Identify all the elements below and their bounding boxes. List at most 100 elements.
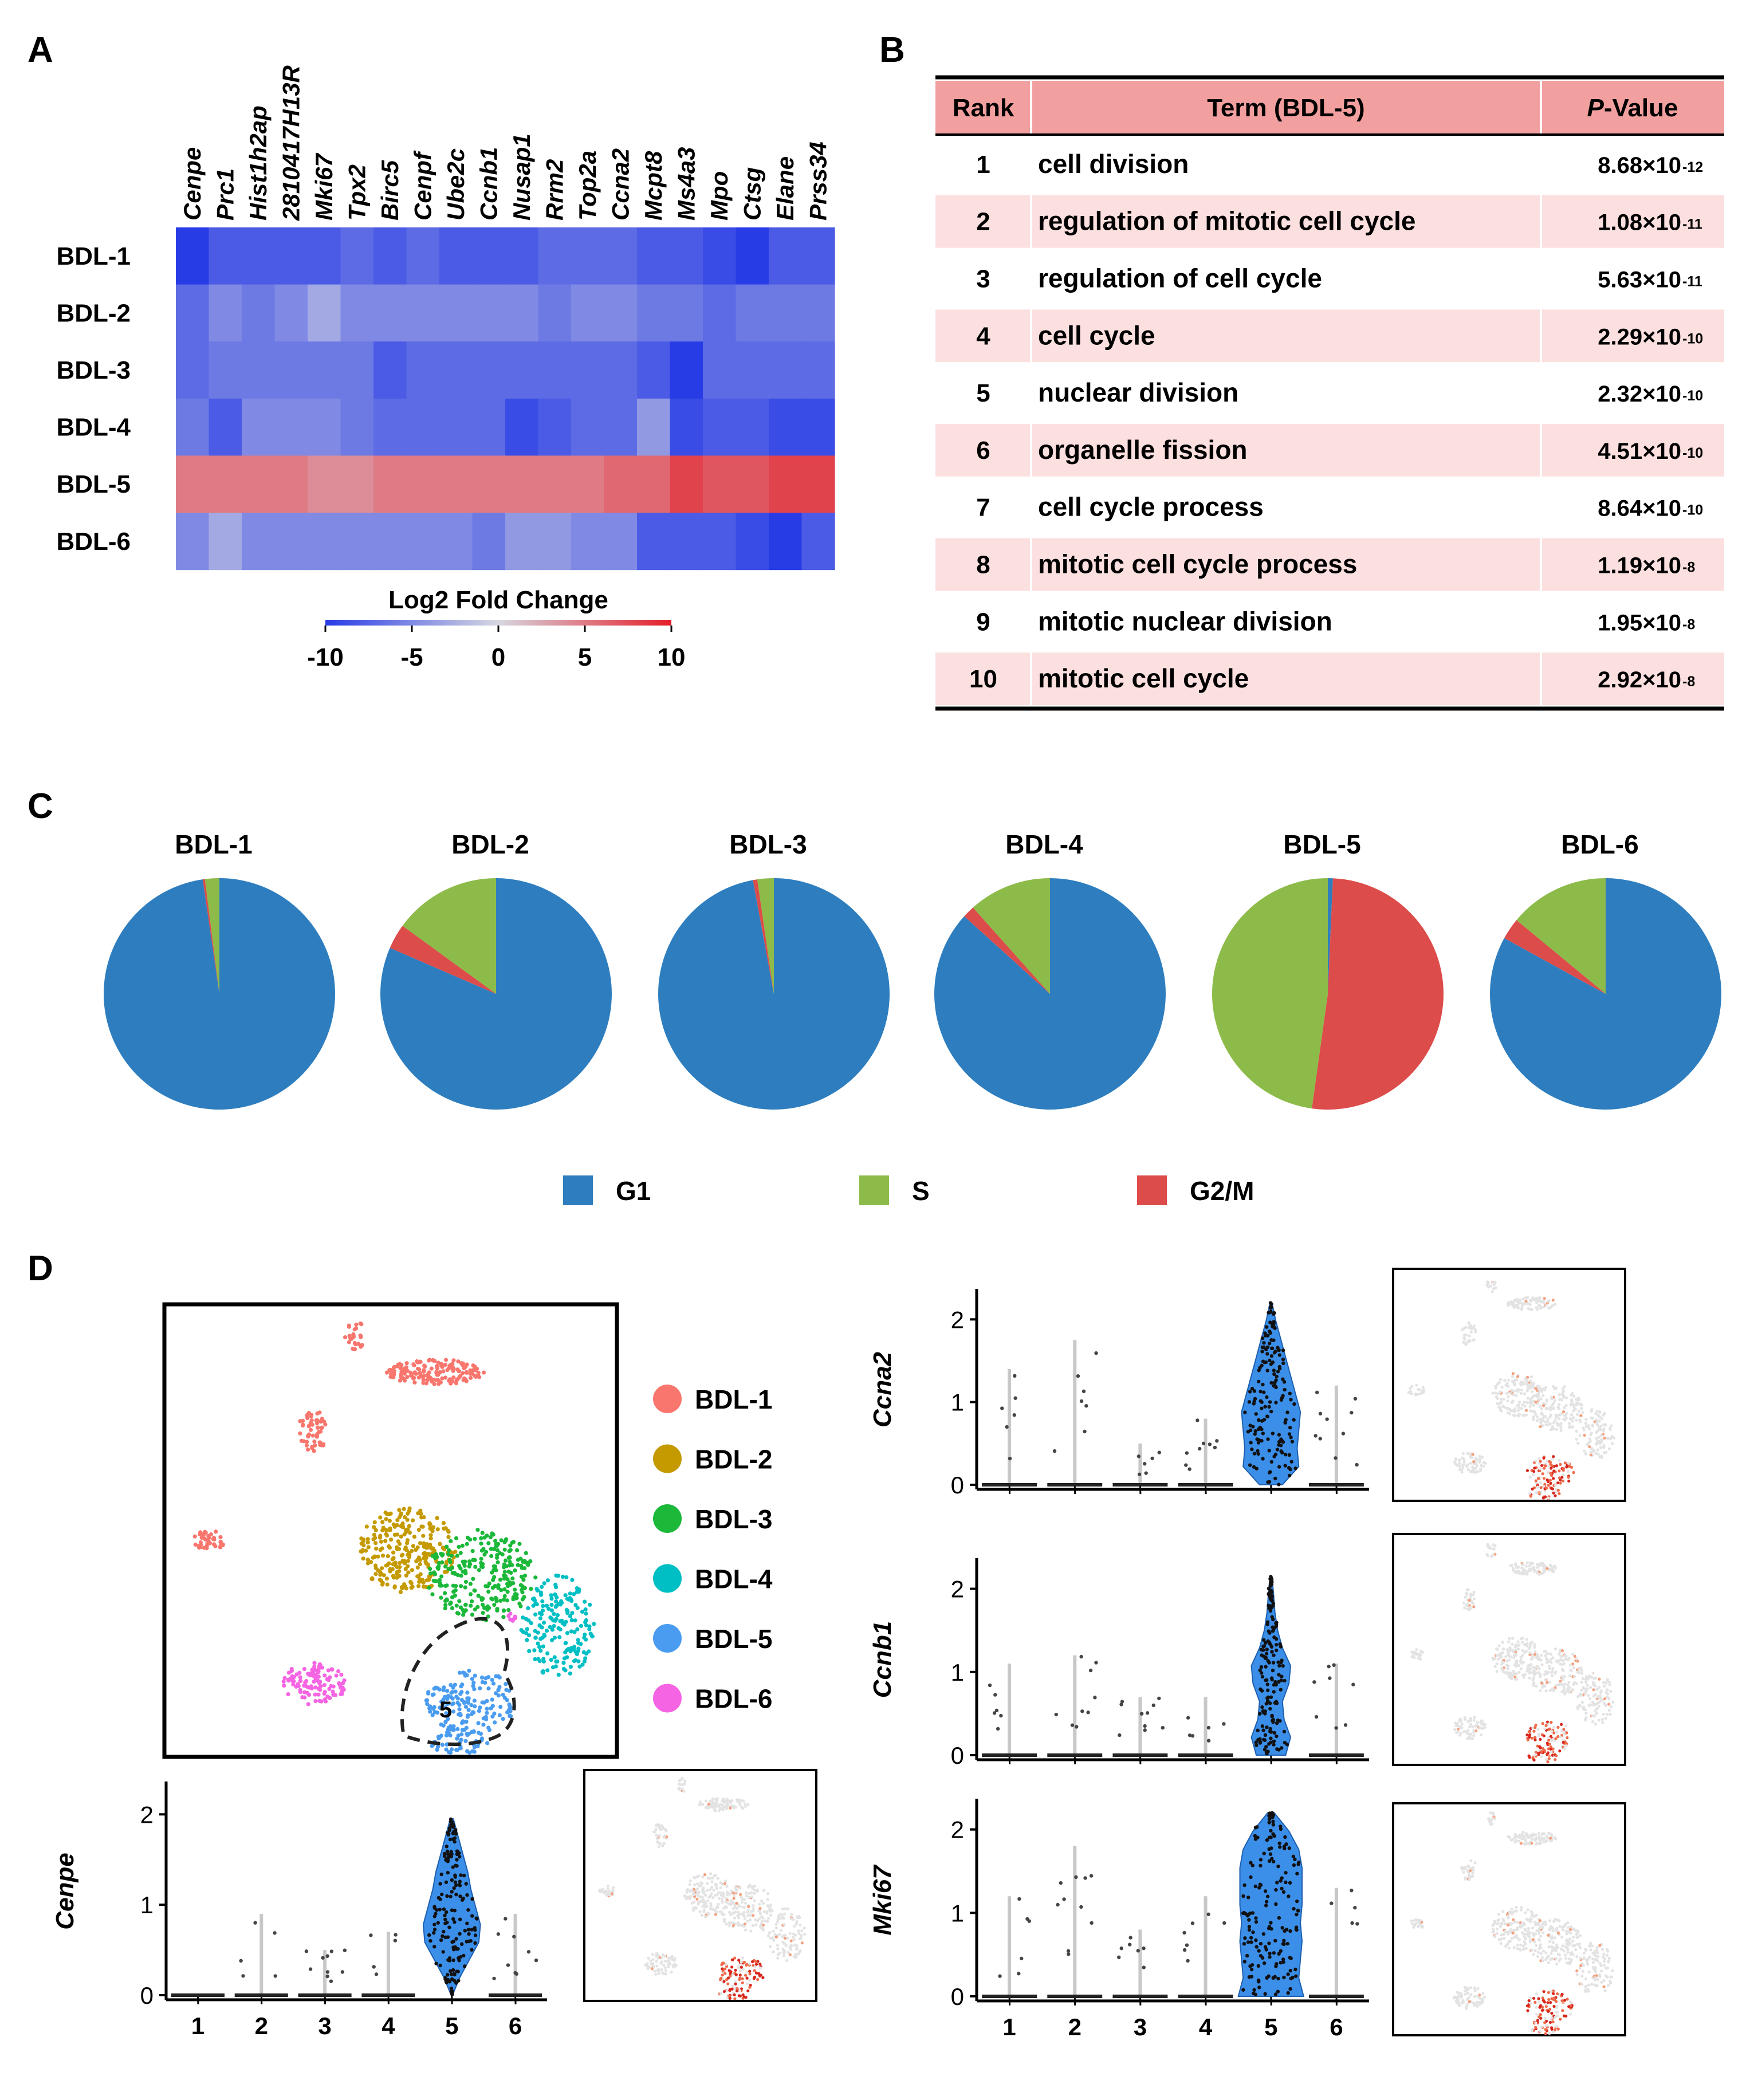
legend-tick-label: 0 — [491, 643, 505, 671]
tsne-point — [473, 1588, 477, 1593]
heatmap-cell — [670, 513, 703, 571]
heatmap-cell — [769, 227, 803, 285]
feature-map-point — [679, 1783, 682, 1786]
feature-map-point — [1562, 1686, 1566, 1689]
heatmap-cell — [637, 227, 671, 285]
tsne-point — [470, 1549, 475, 1554]
tsne-point — [282, 1676, 287, 1681]
feature-map-point — [719, 1992, 722, 1995]
violin-point — [1341, 1432, 1346, 1436]
tsne-point — [373, 1566, 378, 1571]
violin-point — [321, 1956, 325, 1960]
tsne-point — [443, 1591, 447, 1595]
pie-slice-s — [1516, 878, 1606, 994]
violin-point — [449, 1969, 453, 1973]
feature-map-point — [693, 1883, 697, 1886]
tsne-point — [396, 1539, 400, 1544]
tsne-point — [494, 1674, 498, 1678]
violin-point — [1184, 1463, 1188, 1467]
violin-point — [1267, 1311, 1271, 1315]
tsne-point — [391, 1550, 396, 1555]
tsne-point — [347, 1334, 352, 1338]
feature-map-point — [785, 1959, 789, 1963]
violin-point — [512, 1934, 516, 1939]
feature-map-point — [1599, 1700, 1602, 1703]
heatmap-cell — [538, 398, 572, 456]
heatmap-gene-label: Rrm2 — [541, 159, 568, 221]
feature-map-point — [1567, 1461, 1570, 1465]
feature-map-point — [655, 1834, 658, 1837]
heatmap-cell — [209, 227, 242, 285]
table-pvalue-exponent: -8 — [1682, 616, 1695, 632]
tsne-point — [540, 1599, 545, 1604]
heatmap-cell — [472, 455, 506, 513]
feature-map-point — [1546, 1751, 1550, 1755]
violin-point — [1271, 1661, 1276, 1665]
feature-map-point — [701, 1803, 705, 1806]
feature-map-point — [1572, 1404, 1576, 1407]
tsne-point — [400, 1559, 405, 1563]
tsne-point — [392, 1532, 397, 1537]
tsne-point — [479, 1556, 483, 1561]
violin-point — [434, 1961, 438, 1966]
feature-map-point — [1466, 1736, 1469, 1740]
feature-map-point — [1533, 1753, 1537, 1756]
feature-map-point — [1535, 1419, 1539, 1422]
feature-map-point — [1479, 1733, 1483, 1737]
violin-point — [1271, 1432, 1275, 1436]
feature-map-point — [1496, 1657, 1500, 1661]
tsne-point — [526, 1560, 531, 1565]
tsne-point — [474, 1374, 478, 1379]
violin-point — [1017, 1972, 1021, 1976]
tsne-point — [384, 1517, 388, 1521]
violin-point — [1285, 1410, 1289, 1414]
heatmap-cell — [801, 341, 835, 399]
cluster-5-outline — [400, 1617, 516, 1746]
feature-map-point — [1506, 1411, 1509, 1414]
tsne-point — [467, 1559, 472, 1564]
feature-map-point — [1551, 1666, 1555, 1670]
violin-x-tick — [451, 1995, 453, 2005]
feature-map-point — [1495, 1670, 1499, 1673]
feature-map-point — [747, 1895, 751, 1900]
feature-map-point — [737, 1916, 741, 1920]
tsne-point — [416, 1366, 420, 1371]
table-term: organelle fission — [1038, 435, 1248, 465]
feature-map-point — [788, 1953, 792, 1957]
tsne-point — [453, 1689, 458, 1694]
violin-point — [1076, 1374, 1080, 1378]
tsne-point — [411, 1544, 415, 1548]
tsne-point — [542, 1581, 546, 1586]
tsne-point — [469, 1375, 473, 1380]
feature-map-point — [1533, 1410, 1536, 1413]
feature-map-point — [745, 1970, 749, 1974]
tsne-point — [399, 1375, 403, 1379]
feature-map-point — [1531, 1832, 1535, 1836]
tsne-point — [463, 1602, 468, 1607]
violin-point — [1265, 1368, 1269, 1373]
feature-map-point — [1537, 1831, 1541, 1835]
violin-point — [998, 1974, 1002, 1978]
tsne-point — [520, 1566, 524, 1570]
heatmap-cell — [769, 513, 803, 571]
violin-point — [1282, 1380, 1287, 1384]
feature-map-point — [1556, 1414, 1559, 1418]
feature-map-point — [1524, 1571, 1528, 1575]
tsne-point — [465, 1690, 470, 1695]
feature-map-point — [659, 1828, 663, 1831]
feature-map-point — [1505, 1391, 1509, 1395]
feature-map-point — [1467, 1874, 1470, 1877]
violin-point — [1279, 1949, 1283, 1953]
violin-point — [1084, 1404, 1088, 1408]
violin-point — [1079, 1905, 1083, 1909]
violin-point — [1283, 1740, 1287, 1745]
feature-map-point — [1519, 1391, 1523, 1395]
violin-point — [1259, 1390, 1263, 1394]
tsne-point — [458, 1713, 463, 1717]
tsne-point — [501, 1565, 506, 1570]
feature-map-point — [1581, 1677, 1585, 1680]
feature-map-point — [1599, 1696, 1602, 1700]
feature-map-point — [784, 1907, 787, 1910]
tsne-point — [430, 1744, 434, 1748]
